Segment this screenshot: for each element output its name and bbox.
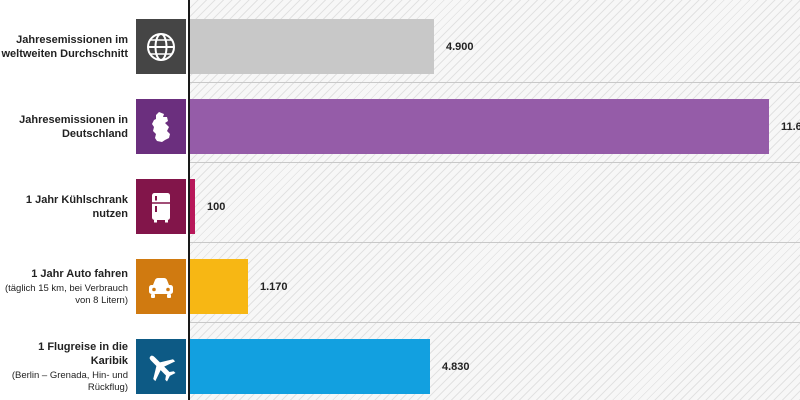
category-label-text: Jahresemissionen in Deutschland xyxy=(19,114,128,140)
row-separator xyxy=(189,82,800,83)
value-label: 100 xyxy=(207,201,226,213)
germany-map-icon xyxy=(136,99,186,154)
category-label-text: 1 Flugreise in die Karibik xyxy=(38,341,128,367)
row-separator xyxy=(189,322,800,323)
value-label: 4.900 xyxy=(446,41,474,53)
category-label-text: Jahresemissionen im weltweiten Durchschn… xyxy=(1,34,128,60)
bar xyxy=(190,179,195,234)
airplane-icon xyxy=(136,339,186,394)
row-separator xyxy=(189,162,800,163)
category-label: Jahresemissionen in Deutschland xyxy=(0,113,128,141)
row-separator xyxy=(189,242,800,243)
category-label-text: 1 Jahr Auto fahren xyxy=(31,268,128,280)
category-sublabel: (Berlin – Grenada, Hin- und Rückflug) xyxy=(11,370,128,393)
bar xyxy=(190,99,769,154)
fridge-icon xyxy=(136,179,186,234)
bar xyxy=(190,339,430,394)
car-icon xyxy=(136,259,186,314)
globe-icon xyxy=(136,19,186,74)
y-axis-line xyxy=(188,0,190,400)
bar xyxy=(190,19,434,74)
value-label: 1.170 xyxy=(260,281,288,293)
category-label: 1 Jahr Kühlschrank nutzen xyxy=(0,193,128,221)
value-label: 11.630 xyxy=(781,121,800,133)
category-sublabel: (täglich 15 km, bei Verbrauch von 8 Lite… xyxy=(4,283,128,306)
category-label: Jahresemissionen im weltweiten Durchschn… xyxy=(0,33,128,61)
value-label: 4.830 xyxy=(442,361,470,373)
category-label: 1 Jahr Auto fahren (täglich 15 km, bei Ve… xyxy=(0,267,128,307)
bar xyxy=(190,259,248,314)
category-label-text: 1 Jahr Kühlschrank nutzen xyxy=(25,194,128,220)
category-label: 1 Flugreise in die Karibik (Berlin – Gren… xyxy=(0,340,128,394)
